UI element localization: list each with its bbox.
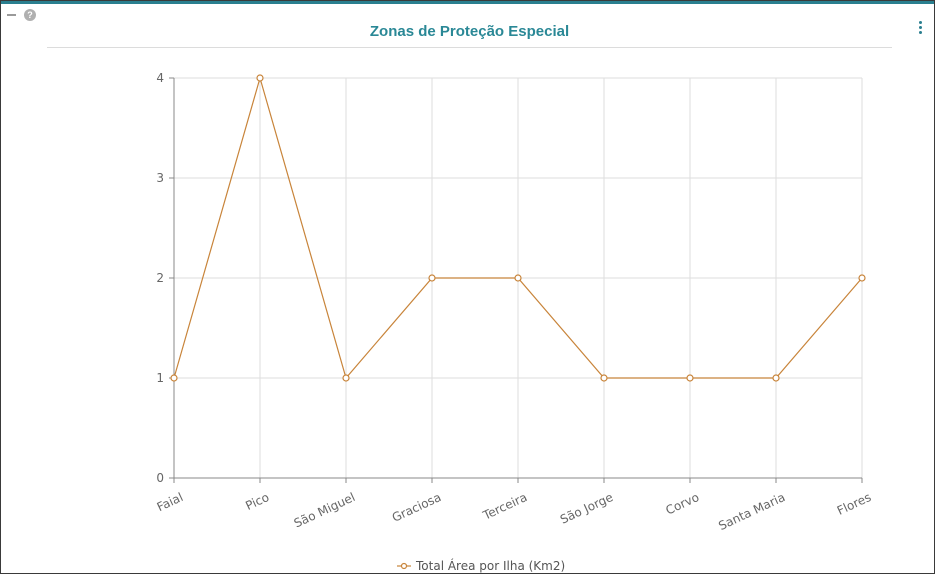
grid — [174, 77, 863, 478]
data-point[interactable] — [256, 74, 264, 82]
data-point[interactable] — [514, 274, 522, 282]
x-tick-label: Corvo — [664, 490, 702, 518]
data-point[interactable] — [170, 374, 178, 382]
help-icon[interactable]: ? — [24, 9, 36, 21]
x-tick-label: Santa Maria — [716, 490, 787, 533]
legend[interactable]: Total Área por Ilha (Km2) — [397, 558, 565, 573]
more-options-icon[interactable] — [913, 19, 927, 37]
title-divider — [47, 47, 892, 48]
x-tick-label: Terceira — [480, 490, 529, 523]
legend-label[interactable]: Total Área por Ilha (Km2) — [415, 558, 565, 573]
y-tick-label: 2 — [156, 271, 164, 285]
y-tick-label: 4 — [156, 71, 164, 85]
y-tick-label: 3 — [156, 171, 164, 185]
x-tick-label: Flores — [835, 490, 873, 518]
data-point[interactable] — [858, 274, 866, 282]
collapse-icon[interactable] — [5, 8, 19, 22]
x-tick-label: Pico — [243, 490, 271, 513]
y-tick-label: 0 — [156, 471, 164, 485]
x-tick-label: São Jorge — [558, 490, 615, 527]
series — [170, 74, 866, 382]
x-tick-label: Faial — [155, 490, 186, 514]
chart-title: Zonas de Proteção Especial — [369, 23, 570, 40]
legend-swatch-marker — [400, 562, 408, 570]
x-axis-ticks: Faial Pico São Miguel Graciosa Terceira São J… — [155, 478, 873, 533]
data-point[interactable] — [342, 374, 350, 382]
y-axis-ticks: 0 1 2 3 4 — [156, 71, 174, 485]
data-point[interactable] — [600, 374, 608, 382]
data-point[interactable] — [686, 374, 694, 382]
x-tick-label: São Miguel — [292, 490, 358, 530]
x-tick-label: Graciosa — [390, 490, 443, 525]
y-tick-label: 1 — [156, 371, 164, 385]
data-point[interactable] — [772, 374, 780, 382]
panel-top-accent — [1, 1, 934, 4]
data-point[interactable] — [428, 274, 436, 282]
